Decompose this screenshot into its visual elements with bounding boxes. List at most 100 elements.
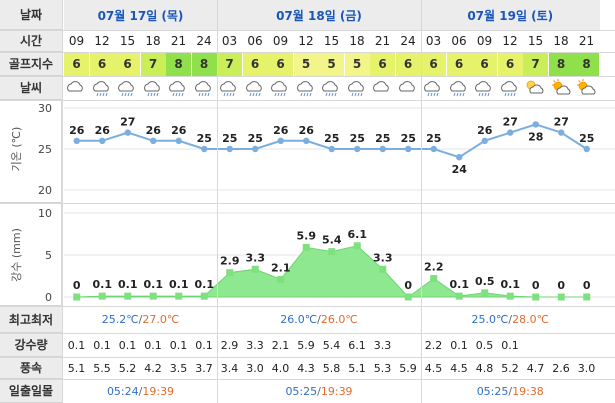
separator: / (317, 313, 321, 326)
wind-cell: 5.9 (399, 361, 417, 375)
rain-data-label: 3.3 (246, 251, 266, 264)
temp-data-label: 26 (273, 124, 289, 137)
temp-data-label: 27 (120, 116, 135, 129)
separator: / (138, 313, 143, 326)
hour-cell: 09 (272, 34, 289, 48)
hour-cell: 06 (451, 34, 467, 48)
precip-cell: 2.2 (424, 338, 443, 352)
rain-data-label: 0 (73, 279, 81, 292)
temp-point (201, 145, 208, 153)
temp-point (226, 145, 233, 153)
golf-index-cell: 8 (548, 52, 574, 76)
temp-data-label: 25 (248, 132, 263, 145)
wind-cell: 4.8 (475, 361, 494, 375)
temp-point (430, 145, 437, 153)
rain-icon (421, 77, 446, 99)
sun-label: 일출일몰 (0, 379, 62, 403)
temp-data-label: 25 (375, 132, 390, 145)
wind-cell: 5.3 (373, 361, 392, 375)
rain-data-label: 0.1 (195, 278, 215, 291)
precip-label: 강수량 (0, 333, 62, 357)
rain-tick-label: 10 (38, 207, 52, 220)
temp-point (532, 121, 539, 128)
min-max-temp: 26.0℃/26.0℃ (217, 306, 421, 333)
golf-index-cell: 8 (574, 52, 599, 76)
temp-data-label: 27 (503, 116, 518, 129)
precip-cell: 0.1 (501, 338, 519, 352)
wind-cell: 5.2 (501, 361, 519, 375)
sun-cloud-icon (549, 77, 574, 99)
temp-point (124, 129, 131, 136)
rain-axis-label: 강수 (mm) (10, 228, 23, 282)
hour-cell: 03 (425, 34, 442, 48)
rain-icon (192, 77, 217, 99)
hour-cell: 15 (527, 34, 544, 48)
rain-data-label: 5.4 (322, 234, 342, 247)
temp-data-label: 24 (452, 163, 468, 176)
golf-index-cell: 7 (217, 52, 242, 76)
minmax-label: 최고최저 (0, 306, 62, 333)
wind-cell: 4.5 (424, 361, 443, 375)
precip-cell: 3.3 (373, 338, 392, 352)
sun-cloud-icon (574, 77, 599, 99)
day-title: 07월 18일 (금) (217, 0, 421, 30)
rain-point (430, 275, 438, 283)
hour-cell: 12 (298, 34, 314, 48)
precip-cell (549, 333, 574, 357)
sunrise-sunset: 05:24/19:39 (64, 379, 217, 403)
hour-cell: 18 (553, 34, 569, 48)
golf-index-cell: 6 (395, 52, 421, 76)
temp-data-label: 25 (401, 132, 416, 145)
golf-index-cell: 6 (89, 52, 115, 76)
rain-point (302, 243, 310, 251)
rain-point (226, 269, 234, 277)
temp-axis-label: 기온 (℃) (10, 127, 23, 172)
golf-index-cell: 8 (191, 52, 217, 76)
hour-cell: 12 (502, 34, 518, 48)
wind-cell: 3.0 (246, 361, 264, 375)
temp-point (99, 137, 106, 144)
wind-cell: 5.1 (67, 361, 86, 375)
sunrise-time: 05:25 (285, 384, 318, 398)
wind-cell: 4.2 (144, 361, 162, 375)
rain-icon (90, 77, 115, 99)
max-temp: 28.0℃ (512, 313, 549, 326)
temp-data-label: 26 (146, 124, 162, 137)
precip-cell: 2.1 (271, 338, 290, 352)
rain-point (353, 242, 361, 250)
sunrise-sunset: 05:25/19:38 (421, 379, 600, 403)
temp-data-label: 26 (477, 124, 493, 137)
day-divider (421, 0, 422, 403)
rain-point (175, 292, 183, 300)
temp-tick-label: 20 (38, 184, 52, 197)
rain-data-label: 0.1 (501, 278, 521, 291)
partly-cloudy-icon (523, 77, 548, 99)
precip-cell: 0.1 (169, 338, 188, 352)
rain-area (76, 245, 587, 298)
wind-cell: 2.6 (552, 361, 570, 375)
rain-data-label: 2.2 (424, 261, 444, 274)
golf-index-cell: 6 (64, 52, 89, 76)
precip-cell (396, 333, 421, 357)
rain-icon (166, 77, 191, 99)
temp-data-label: 25 (426, 132, 441, 145)
temp-point (405, 145, 412, 153)
golf-index-cell: 6 (472, 52, 497, 76)
time-label: 시간 (0, 30, 62, 52)
cloud-icon (370, 77, 395, 99)
rain-point (506, 292, 514, 300)
rain-data-label: 3.3 (373, 251, 393, 264)
temp-point (252, 145, 259, 153)
rain-data-label: 0.1 (450, 278, 470, 291)
temp-point (583, 145, 590, 153)
precip-cell: 0.1 (195, 338, 213, 352)
temp-data-label: 26 (69, 124, 85, 137)
sunset-time: 19:38 (512, 384, 544, 398)
hour-cell: 18 (145, 34, 161, 48)
row-divider (0, 333, 615, 334)
golf-index-cell: 6 (268, 52, 293, 76)
rain-icon (141, 77, 166, 99)
hour-cell: 21 (578, 34, 595, 48)
separator: / (138, 384, 143, 398)
day-title: 07월 19일 (토) (421, 0, 600, 30)
